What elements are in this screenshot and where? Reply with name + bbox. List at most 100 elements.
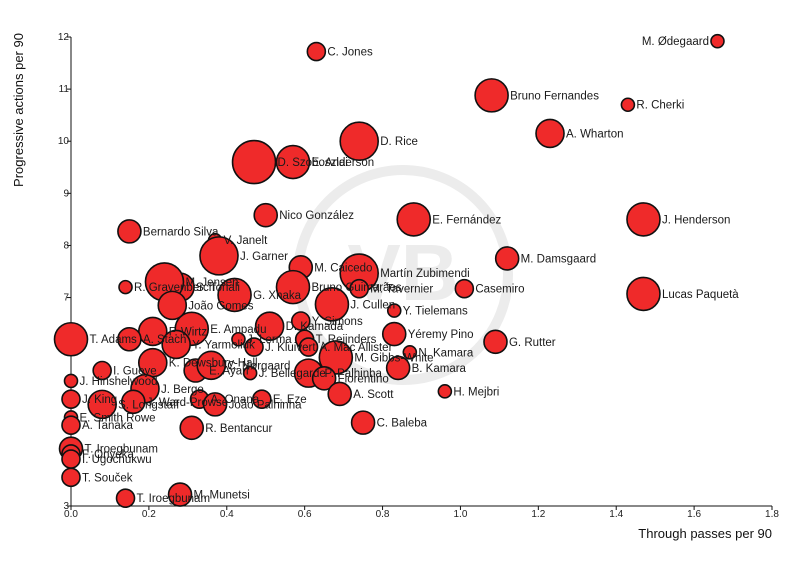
data-point-label: G. Xhaka — [253, 290, 302, 302]
data-point — [61, 467, 81, 488]
data-point-label: Casemiro — [475, 284, 524, 296]
y-tick-label: 12 — [58, 32, 70, 43]
x-tick-label: 0.2 — [142, 509, 156, 520]
data-point — [483, 329, 508, 355]
data-point — [350, 410, 376, 435]
data-point-label: T. Adams — [90, 334, 138, 346]
data-point-label: P. Palhinha — [325, 368, 383, 380]
data-point-label: C. Nørgaard — [227, 360, 290, 372]
data-point-label: K. Dewsbury-Hall — [169, 358, 258, 370]
data-point-label: J. Henderson — [662, 214, 730, 226]
data-point — [252, 389, 272, 409]
data-point — [454, 278, 475, 299]
data-point-label: T. Reijnders — [316, 334, 377, 346]
y-tick-label: 11 — [59, 84, 70, 95]
data-point — [117, 326, 142, 352]
data-point-label: M. Damsgaard — [521, 253, 596, 265]
data-point-label: J. Berge — [161, 384, 204, 396]
data-point — [494, 246, 520, 271]
data-point-label: E. Ampadu — [210, 324, 266, 336]
data-point-label: J. Hinshelwood — [80, 376, 158, 388]
data-point — [61, 389, 81, 409]
data-point — [349, 278, 369, 299]
data-point-label: G. Rutter — [509, 337, 556, 349]
data-point — [626, 202, 661, 237]
data-point-label: C. Jones — [327, 47, 373, 59]
data-point-label: M. Tavernier — [370, 284, 433, 296]
data-point-label: T. Souček — [82, 472, 133, 484]
data-point-label: V. Janelt — [224, 235, 268, 247]
y-tick-label: 3 — [63, 501, 69, 512]
data-point-label: Bruno Guimarães — [311, 282, 401, 294]
data-point-label: M. Ødegaard — [642, 36, 709, 48]
x-tick-label: 0.6 — [298, 509, 312, 520]
data-point-label: A. Stach — [143, 334, 186, 346]
x-axis-title: Through passes per 90 — [638, 526, 772, 541]
data-point-label: T. Iroegbunam — [137, 493, 211, 505]
data-point-label: M. Caicedo — [314, 262, 372, 274]
data-point-label: M. Jensen — [185, 277, 238, 289]
data-point-label: B. Kamara — [412, 363, 467, 375]
data-point — [381, 321, 407, 347]
data-point — [402, 344, 418, 360]
y-axis-title: Progressive actions per 90 — [11, 33, 26, 187]
data-point-label: S. Longstaff — [118, 399, 180, 411]
data-point — [385, 355, 411, 381]
data-point — [231, 331, 246, 347]
data-point-label: Y. Simons — [312, 316, 363, 328]
data-point — [396, 202, 432, 237]
data-points — [53, 33, 725, 508]
data-point — [167, 482, 193, 507]
data-point — [253, 202, 279, 228]
data-point — [244, 337, 264, 357]
data-point — [626, 276, 661, 312]
data-point — [242, 365, 258, 381]
data-point — [61, 449, 81, 469]
x-tick-label: 0.0 — [64, 509, 78, 520]
x-tick-label: 0.8 — [376, 509, 390, 520]
data-point — [327, 381, 353, 407]
data-point — [179, 415, 205, 441]
data-point-label: R. Gravenberch — [134, 282, 215, 294]
data-point-label: Nico González — [279, 210, 354, 222]
data-point — [535, 118, 565, 149]
data-point — [620, 97, 636, 113]
data-point-label: Lucas Paquetà — [662, 289, 739, 301]
data-point-label: J. Ward-Prowse — [147, 397, 228, 409]
data-point — [61, 415, 81, 436]
data-point-label: D. Szoboszlai — [278, 157, 348, 169]
data-point-label: João Palhinha — [229, 399, 302, 411]
data-point — [474, 78, 509, 113]
x-tick-label: 1.4 — [609, 509, 623, 520]
data-point-label: Bernardo Silva — [143, 226, 219, 238]
data-point — [318, 340, 354, 375]
data-point — [117, 219, 142, 244]
data-point — [87, 389, 117, 420]
point-labels: M. Ødegaard C. Jones Bruno Fernandes R. Che… — [80, 36, 740, 505]
data-point-label: Bruno Fernandes — [510, 90, 599, 102]
data-point — [118, 279, 133, 295]
data-point — [157, 290, 188, 321]
data-point-label: H. Mejbri — [453, 386, 499, 398]
data-point-label: Y. Yarmoliuk — [192, 339, 255, 351]
x-tick-label: 1.8 — [765, 509, 779, 520]
data-point-label: J. Bellegarde — [259, 368, 326, 380]
data-point-label: D. Rice — [380, 136, 418, 148]
y-tick-label: 10 — [58, 136, 70, 147]
data-point-label: A. Mac Allister — [320, 342, 393, 354]
data-point — [92, 360, 112, 381]
x-tick-label: 1.6 — [687, 509, 701, 520]
data-point-label: A. Tanaka — [82, 420, 134, 432]
data-point-label: J. King — [82, 394, 117, 406]
data-point — [298, 337, 319, 357]
data-point-label: M. Munetsi — [194, 490, 250, 502]
data-point — [53, 321, 89, 357]
data-point-label: Florentino — [338, 373, 389, 385]
data-point-label: R. Bentancur — [205, 423, 272, 435]
data-point-label: E. Fernández — [432, 214, 501, 226]
data-point — [254, 311, 285, 342]
data-point-label: J. Lerma — [247, 334, 292, 346]
data-point — [231, 139, 277, 185]
data-point — [63, 373, 79, 389]
